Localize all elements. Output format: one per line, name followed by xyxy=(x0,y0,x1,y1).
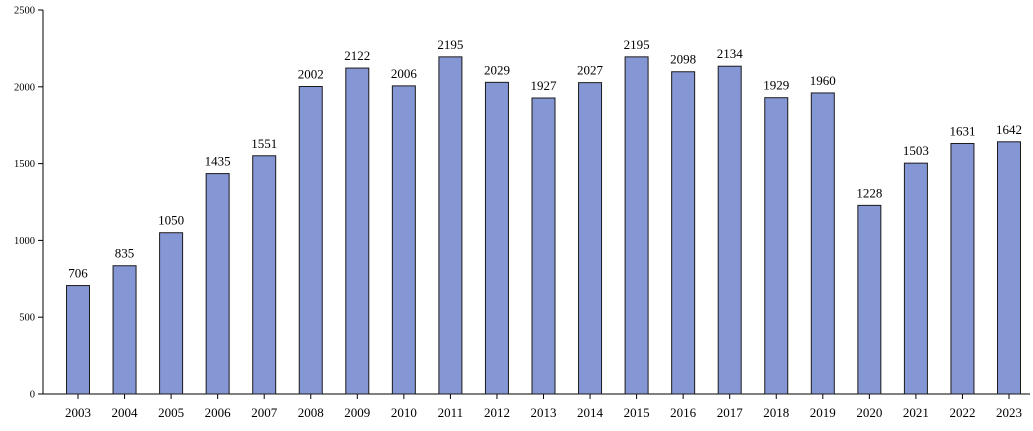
y-tick-label: 2500 xyxy=(14,6,35,17)
x-tick-label: 2012 xyxy=(484,405,510,420)
x-tick-label: 2004 xyxy=(112,405,139,420)
x-tick-label: 2009 xyxy=(344,405,370,420)
bar xyxy=(857,204,882,395)
bars xyxy=(66,56,1021,395)
x-tick-label: 2023 xyxy=(996,405,1022,420)
data-label: 835 xyxy=(115,246,135,261)
bar xyxy=(578,82,603,395)
bar xyxy=(252,155,277,395)
x-tick-label: 2010 xyxy=(391,405,417,420)
axes: 0 500 1000 1500 2000 2500 2003 2004 2005 2006 2007… xyxy=(14,6,1030,420)
bar xyxy=(764,97,789,395)
x-tick-label: 2008 xyxy=(298,405,324,420)
x-tick-label: 2016 xyxy=(670,405,697,420)
data-label: 706 xyxy=(68,266,88,281)
bar xyxy=(345,67,370,395)
bar xyxy=(484,81,509,395)
data-label: 1929 xyxy=(763,78,789,93)
bar xyxy=(531,97,556,395)
data-label: 1927 xyxy=(531,78,558,93)
data-label: 2134 xyxy=(717,46,744,61)
x-tick-label: 2022 xyxy=(949,405,975,420)
x-tick-label: 2006 xyxy=(205,405,232,420)
data-label: 1050 xyxy=(158,213,184,228)
data-label: 2098 xyxy=(670,52,696,67)
bar xyxy=(112,265,137,395)
x-tick-label: 2014 xyxy=(577,405,604,420)
x-tick-label: 2018 xyxy=(763,405,789,420)
y-tick-label: 500 xyxy=(19,313,35,324)
data-labels: 706 835 1050 1435 1551 2002 2122 2006 2195 2029 19… xyxy=(68,37,1022,281)
x-tick-label: 2011 xyxy=(438,405,464,420)
bar xyxy=(810,92,835,395)
bar xyxy=(66,285,90,395)
y-tick-label: 1500 xyxy=(14,159,35,170)
bar xyxy=(205,173,230,395)
x-tick-label: 2020 xyxy=(856,405,882,420)
x-tick-label: 2013 xyxy=(531,405,557,420)
x-tick-label: 2007 xyxy=(251,405,278,420)
x-tick-label: 2005 xyxy=(158,405,184,420)
y-tick-label: 1000 xyxy=(14,236,35,247)
bar xyxy=(717,65,742,395)
x-tick-label: 2003 xyxy=(65,405,91,420)
x-tick-label: 2017 xyxy=(717,405,744,420)
y-tick-label: 2000 xyxy=(14,82,35,93)
data-label: 2122 xyxy=(344,48,370,63)
bar xyxy=(997,141,1021,395)
data-label: 1503 xyxy=(903,143,929,158)
bar xyxy=(671,71,696,395)
data-label: 2006 xyxy=(391,66,418,81)
data-label: 2027 xyxy=(577,63,604,78)
data-label: 1551 xyxy=(251,136,277,151)
x-tick-label: 2021 xyxy=(903,405,929,420)
data-label: 2195 xyxy=(437,37,463,52)
data-label: 1228 xyxy=(856,185,882,200)
y-tick-label: 0 xyxy=(30,390,35,401)
bar xyxy=(159,232,184,395)
bar xyxy=(903,162,928,395)
bar xyxy=(391,85,416,395)
data-label: 2029 xyxy=(484,62,510,77)
data-label: 1435 xyxy=(205,154,231,169)
x-tick-label: 2015 xyxy=(624,405,650,420)
bar xyxy=(950,142,975,395)
data-label: 2002 xyxy=(298,66,324,81)
bar xyxy=(624,56,649,395)
bar xyxy=(298,85,323,395)
data-label: 1642 xyxy=(996,122,1022,137)
data-label: 2195 xyxy=(624,37,650,52)
bar xyxy=(438,56,463,395)
x-tick-label: 2019 xyxy=(810,405,836,420)
data-label: 1960 xyxy=(810,73,836,88)
data-label: 1631 xyxy=(949,123,975,138)
